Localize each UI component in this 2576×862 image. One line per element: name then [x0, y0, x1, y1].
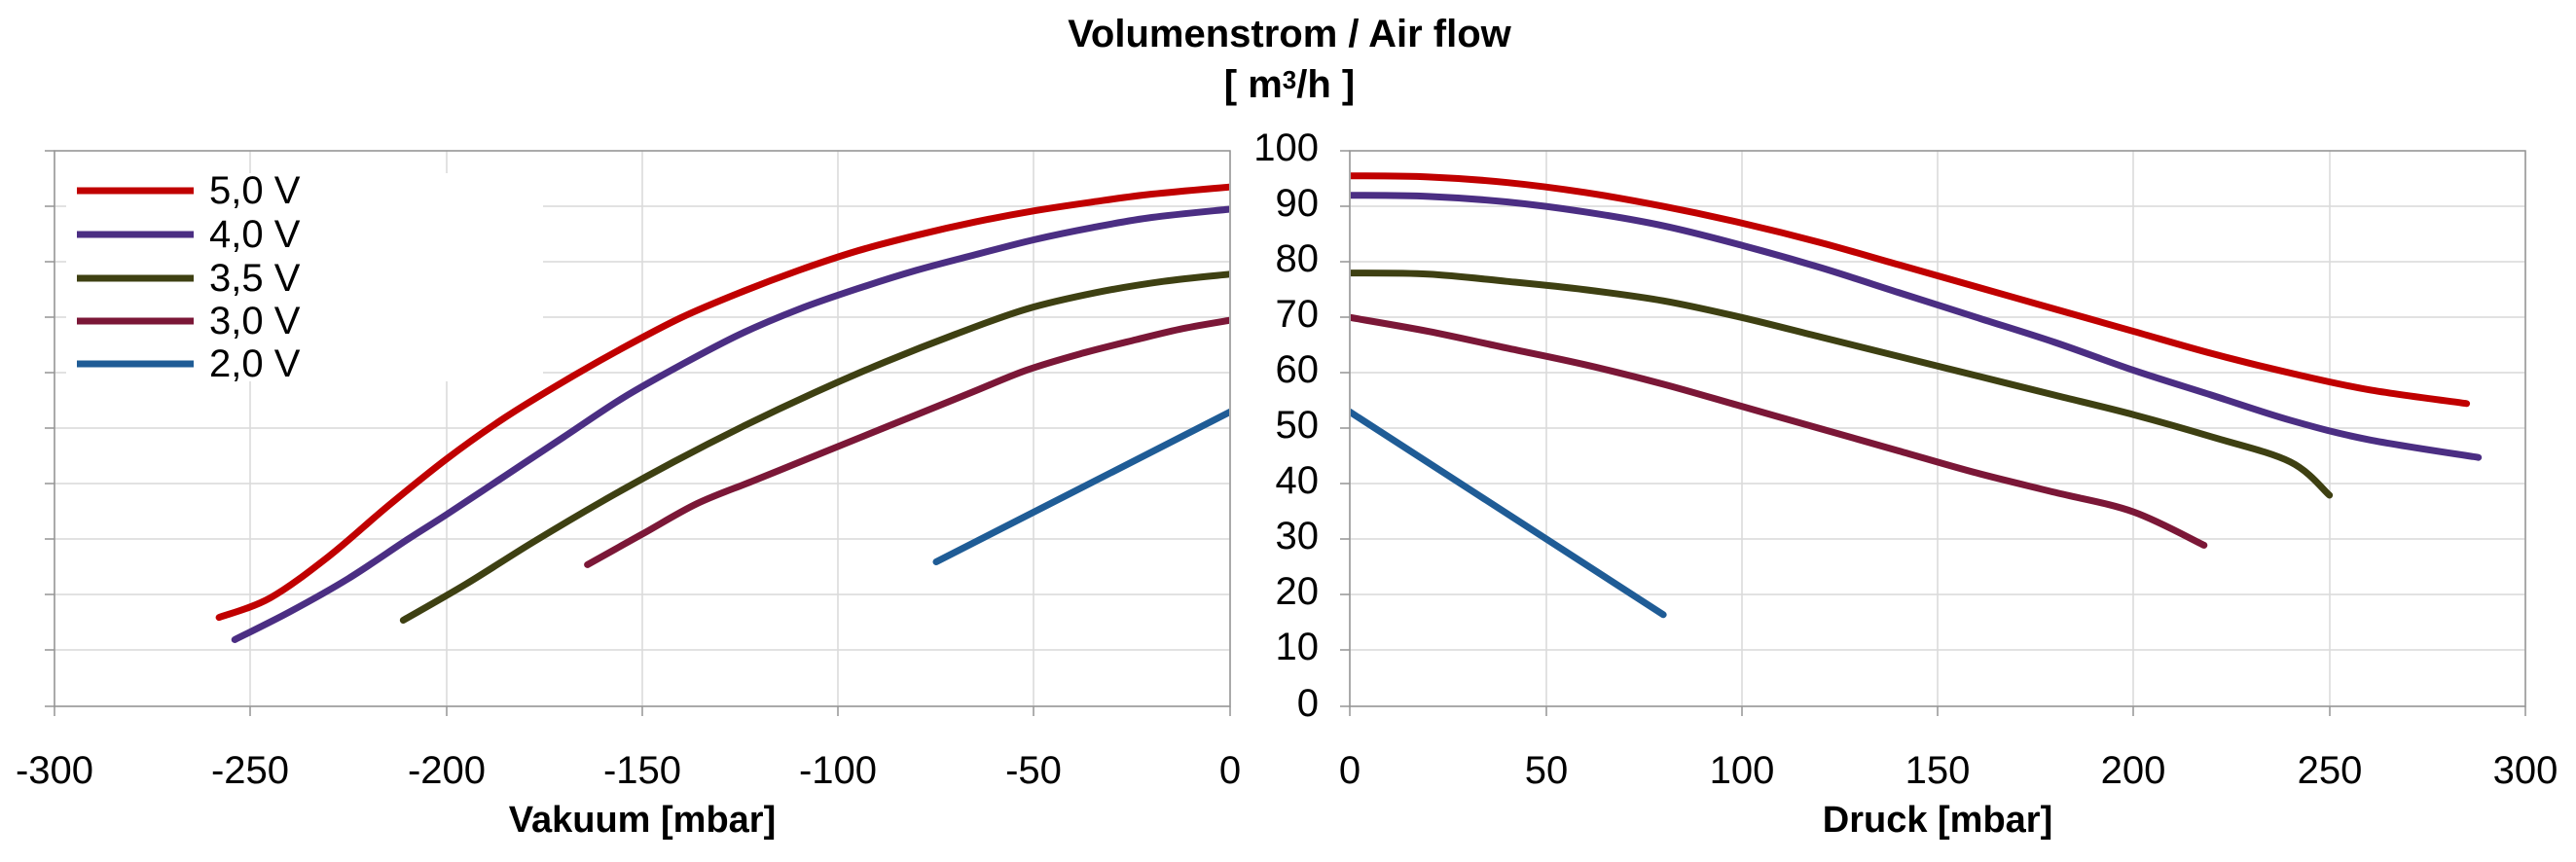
- svg-text:3,0 V: 3,0 V: [209, 300, 301, 342]
- svg-text:Volumenstrom / Air flow: Volumenstrom / Air flow: [1068, 13, 1511, 55]
- svg-text:-200: -200: [408, 749, 486, 792]
- svg-text:-100: -100: [799, 749, 877, 792]
- svg-text:90: 90: [1276, 182, 1320, 225]
- svg-text:60: 60: [1276, 348, 1320, 391]
- svg-text:20: 20: [1276, 570, 1320, 613]
- svg-text:3,5 V: 3,5 V: [209, 257, 301, 300]
- svg-text:150: 150: [1905, 749, 1971, 792]
- svg-text:-300: -300: [16, 749, 93, 792]
- svg-text:100: 100: [1253, 126, 1319, 169]
- svg-text:-250: -250: [211, 749, 289, 792]
- svg-text:0: 0: [1297, 682, 1319, 725]
- svg-text:70: 70: [1276, 293, 1320, 336]
- svg-text:10: 10: [1276, 626, 1320, 668]
- svg-text:Vakuum [mbar]: Vakuum [mbar]: [509, 800, 777, 841]
- svg-text:-150: -150: [603, 749, 681, 792]
- svg-text:0: 0: [1339, 749, 1361, 792]
- svg-text:50: 50: [1525, 749, 1569, 792]
- svg-text:2,0 V: 2,0 V: [209, 342, 301, 385]
- svg-text:80: 80: [1276, 237, 1320, 280]
- svg-text:-50: -50: [1005, 749, 1062, 792]
- svg-text:200: 200: [2101, 749, 2166, 792]
- svg-text:0: 0: [1219, 749, 1241, 792]
- svg-text:40: 40: [1276, 459, 1320, 502]
- svg-text:30: 30: [1276, 515, 1320, 557]
- svg-text:5,0 V: 5,0 V: [209, 169, 301, 212]
- svg-text:4,0 V: 4,0 V: [209, 213, 301, 256]
- svg-text:100: 100: [1710, 749, 1775, 792]
- svg-text:Druck [mbar]: Druck [mbar]: [1823, 800, 2053, 841]
- svg-text:300: 300: [2493, 749, 2558, 792]
- svg-text:50: 50: [1276, 404, 1320, 447]
- svg-text:250: 250: [2298, 749, 2363, 792]
